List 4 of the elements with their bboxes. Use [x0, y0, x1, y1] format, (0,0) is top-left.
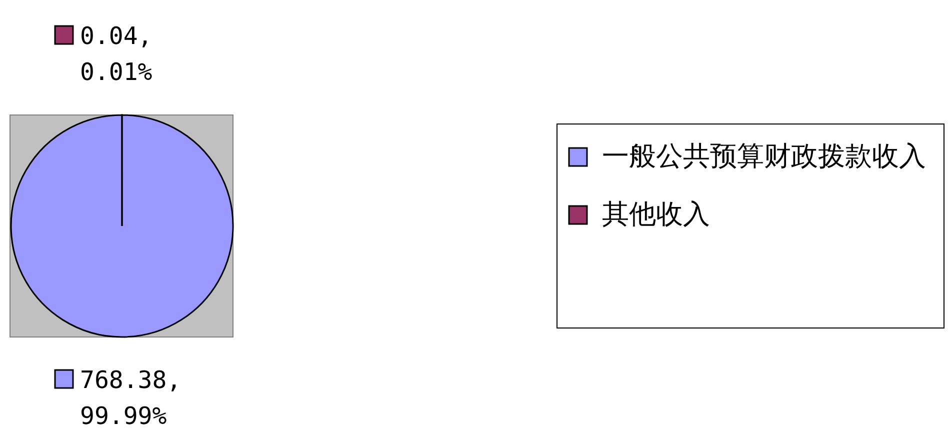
- legend-label: 其他收入: [602, 199, 710, 230]
- data-label: 768.38, 99.99%: [80, 366, 182, 430]
- legend-label: 一般公共预算财政拨款收入: [602, 141, 926, 172]
- data-label: 0.04, 0.01%: [80, 22, 153, 86]
